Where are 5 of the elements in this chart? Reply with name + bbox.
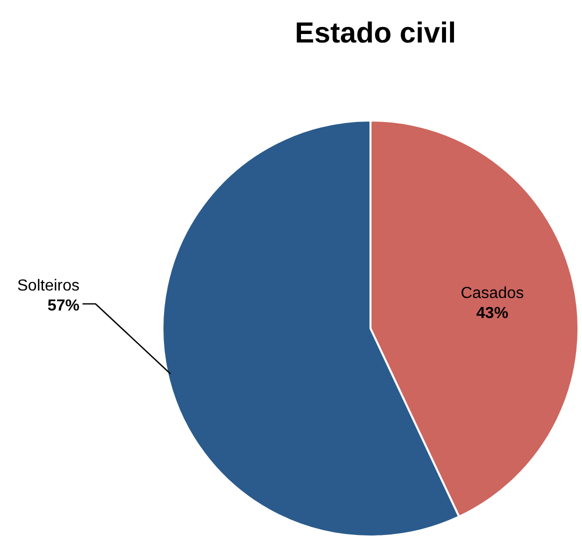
data-label: 43% <box>476 304 508 322</box>
slice-label: Casados <box>460 284 524 302</box>
chart-title: Estado civil <box>294 18 456 50</box>
slice-label: Solteiros <box>17 277 80 294</box>
data-label: 57% <box>47 297 80 314</box>
